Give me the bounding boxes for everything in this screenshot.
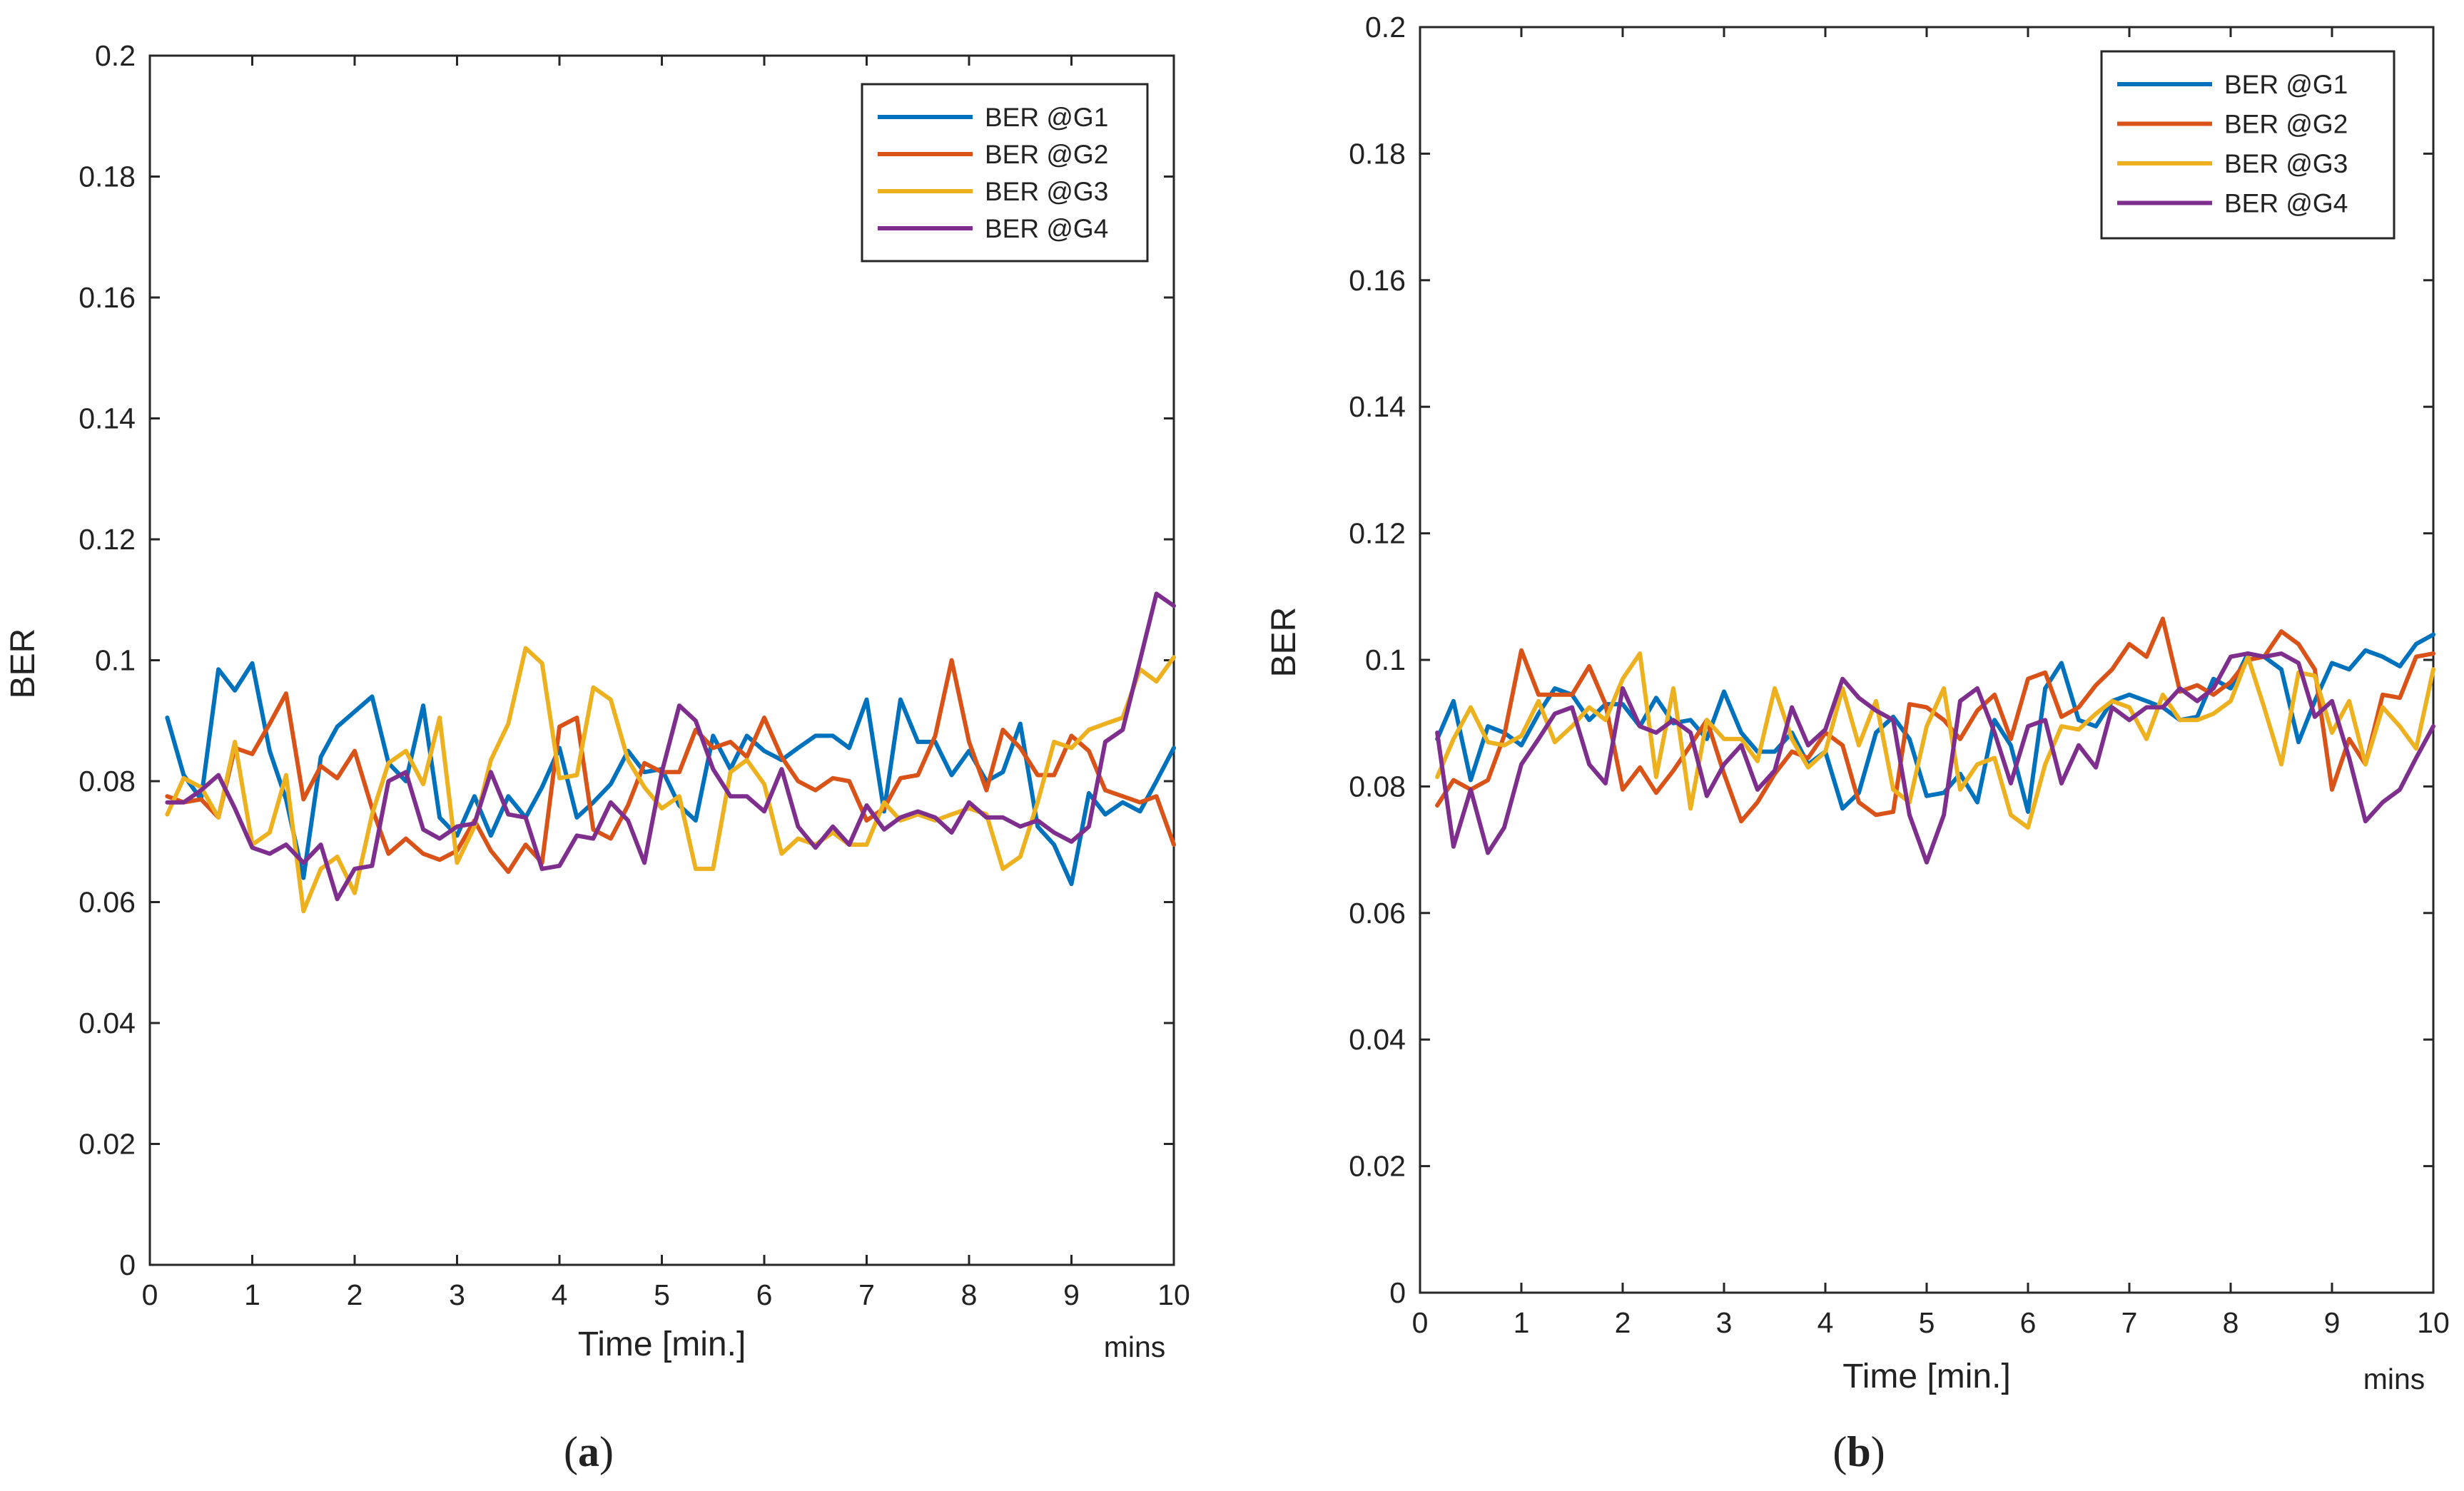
y-tick-label: 0.08 — [78, 765, 136, 798]
x-tick-label: 5 — [654, 1278, 670, 1311]
panel-label-close: ) — [1871, 1428, 1885, 1475]
y-tick-label: 0.2 — [1365, 11, 1406, 44]
y-tick-label: 0.14 — [1349, 390, 1406, 423]
x-tick-label: 7 — [2121, 1306, 2138, 1339]
legend-label-g2: BER @G2 — [985, 140, 1108, 169]
x-axis-title: Time [min.] — [578, 1325, 746, 1363]
series-line-g2 — [1435, 616, 2435, 824]
panel-label-letter: b — [1847, 1428, 1870, 1475]
panel-label-open: ( — [1832, 1428, 1847, 1475]
y-tick-label: 0.04 — [78, 1007, 136, 1039]
panel-label: (b) — [1832, 1428, 1885, 1475]
series-line-g3 — [1435, 651, 2435, 830]
legend-box — [861, 83, 1149, 263]
series-line-g3 — [165, 646, 1176, 914]
panel-label-letter: a — [578, 1428, 599, 1475]
x-unit-label: mins — [1104, 1330, 1166, 1363]
legend-label-g3: BER @G3 — [2224, 149, 2348, 178]
x-tick-label: 3 — [449, 1278, 465, 1311]
y-tick-label: 0.16 — [1349, 264, 1406, 297]
x-tick-label: 7 — [858, 1278, 875, 1311]
series-line-g1 — [165, 661, 1176, 887]
panel-label: (a) — [564, 1428, 614, 1475]
legend-label-g3: BER @G3 — [985, 177, 1108, 206]
y-tick-label: 0.14 — [78, 402, 136, 435]
series-line-g4 — [165, 591, 1176, 902]
y-tick-label: 0.1 — [95, 644, 136, 677]
series-line-g4 — [1435, 651, 2435, 865]
panel-label-close: ) — [599, 1428, 614, 1475]
chart-panel-b: 0 1 2 3 4 5 6 7 8 9 10 0 0.02 0.04 0.06 0.08 0.1 0.12 0.14… — [1265, 11, 2450, 1475]
x-tick-label: 3 — [1716, 1306, 1733, 1339]
y-tick-label: 0 — [1389, 1276, 1406, 1309]
y-tick-label: 0.02 — [78, 1128, 136, 1161]
y-tick-label: 0 — [119, 1248, 136, 1281]
x-tick-label: 6 — [756, 1278, 773, 1311]
x-tick-label: 4 — [552, 1278, 568, 1311]
y-tick-label: 0.18 — [1349, 137, 1406, 170]
y-tick-label: 0.2 — [95, 39, 136, 72]
x-tick-label: 10 — [2417, 1306, 2450, 1339]
x-axis-title: Time [min.] — [1842, 1358, 2011, 1395]
x-tick-label: 5 — [1919, 1306, 1935, 1339]
y-tick-label: 0.08 — [1349, 770, 1406, 803]
y-tick-label: 0.12 — [78, 523, 136, 556]
x-tick-label: 2 — [347, 1278, 363, 1311]
x-tick-label: 4 — [1817, 1306, 1834, 1339]
y-tick-label: 0.06 — [1349, 897, 1406, 930]
x-tick-label: 2 — [1615, 1306, 1631, 1339]
x-unit-label: mins — [2363, 1363, 2425, 1395]
x-tick-label: 0 — [142, 1278, 158, 1311]
legend-label-g4: BER @G4 — [2224, 189, 2348, 218]
legend: BER @G1 BER @G2 BER @G3 BER @G4 — [861, 83, 1149, 263]
y-tick-label: 0.16 — [78, 281, 136, 314]
y-tick-label: 0.18 — [78, 161, 136, 193]
x-tick-label: 1 — [1514, 1306, 1530, 1339]
y-tick-label: 0.1 — [1365, 643, 1406, 676]
x-tick-label: 1 — [244, 1278, 260, 1311]
y-tick-label: 0.06 — [78, 886, 136, 919]
x-tick-label: 6 — [2020, 1306, 2037, 1339]
y-axis-title: BER — [1265, 607, 1303, 678]
series-line-g2 — [165, 658, 1176, 875]
y-axis-title: BER — [4, 629, 42, 699]
x-tick-label: 9 — [1063, 1278, 1080, 1311]
x-tick-label: 10 — [1157, 1278, 1190, 1311]
legend-label-g1: BER @G1 — [2224, 70, 2348, 99]
y-tick-label: 0.04 — [1349, 1023, 1406, 1056]
legend-label-g4: BER @G4 — [985, 214, 1108, 243]
series-line-g1 — [1435, 632, 2435, 814]
legend: BER @G1 BER @G2 BER @G3 BER @G4 — [2100, 50, 2395, 240]
legend-label-g2: BER @G2 — [2224, 110, 2348, 139]
x-tick-label: 0 — [1412, 1306, 1429, 1339]
y-tick-label: 0.12 — [1349, 517, 1406, 550]
x-tick-label: 8 — [2223, 1306, 2239, 1339]
panel-label-open: ( — [564, 1428, 578, 1475]
x-tick-label: 8 — [961, 1278, 978, 1311]
y-tick-label: 0.02 — [1349, 1150, 1406, 1183]
legend-label-g1: BER @G1 — [985, 103, 1108, 132]
x-tick-label: 9 — [2324, 1306, 2341, 1339]
chart-panel-a: 0 1 2 3 4 5 6 7 8 9 10 0 0.02 0.04 0.06 0.08 0.1 0.12 0.14… — [4, 39, 1190, 1475]
